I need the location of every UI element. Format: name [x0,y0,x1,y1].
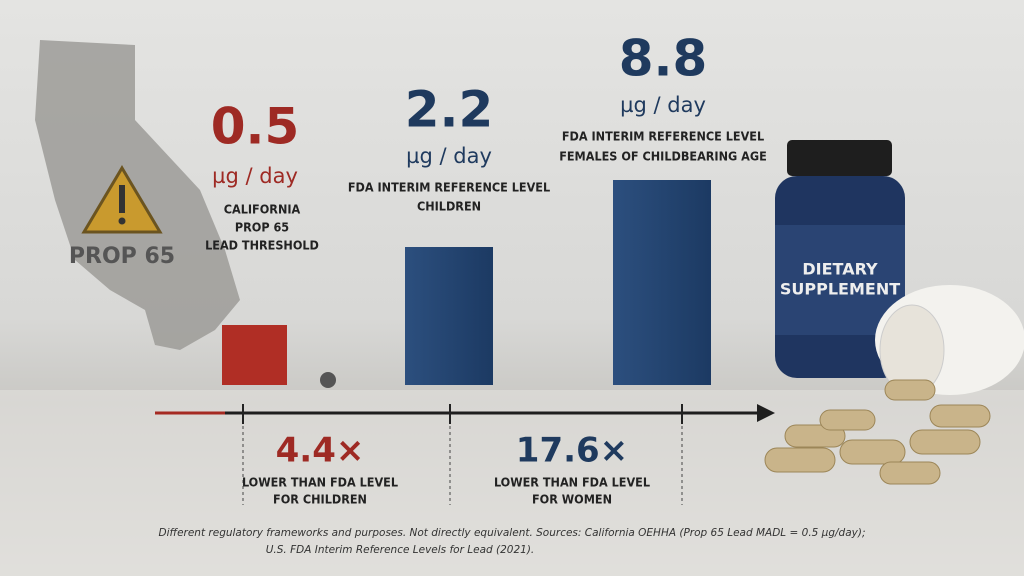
footnote: U.S. FDA Interim Reference Levels for Le… [266,544,535,556]
comparison-label: LOWER THAN FDA LEVEL [494,475,650,490]
block-prop65 [222,325,287,385]
capsules [764,379,991,485]
dividers [242,426,683,505]
block-women [613,180,711,385]
lead-ball [320,372,336,388]
arrow-head [757,404,775,422]
level-label: FDA INTERIM REFERENCE LEVEL [348,180,550,195]
warning-mark [119,185,125,213]
comparison-label: FOR CHILDREN [273,492,367,507]
level-label: FEMALES OF CHILDBEARING AGE [559,149,767,164]
bottle-text: SUPPLEMENT [780,280,900,299]
level-unit: µg / day [620,93,706,117]
bottle-cap [787,140,892,176]
block-children [405,247,493,385]
comparison-multiple: 17.6× [516,431,628,471]
footnote: Different regulatory frameworks and purp… [158,527,865,539]
prop65-badge: PROP 65 [69,244,175,269]
level-label: FDA INTERIM REFERENCE LEVEL [562,129,764,144]
comparison-multiple: 4.4× [276,431,365,471]
level-label: PROP 65 [235,220,289,235]
level-label: CALIFORNIA [224,202,301,217]
level-value: 2.2 [405,81,494,139]
level-value: 8.8 [619,30,708,88]
comparison-label: FOR WOMEN [532,492,612,507]
level-label: CHILDREN [417,199,481,214]
level-unit: µg / day [212,164,298,188]
warning-dot [118,217,126,225]
level-value: 0.5 [211,98,300,156]
level-unit: µg / day [406,144,492,168]
ticks [242,404,683,424]
level-label: LEAD THRESHOLD [205,238,319,253]
comparison-label: LOWER THAN FDA LEVEL [242,475,398,490]
bottle-text: DIETARY [802,260,878,279]
